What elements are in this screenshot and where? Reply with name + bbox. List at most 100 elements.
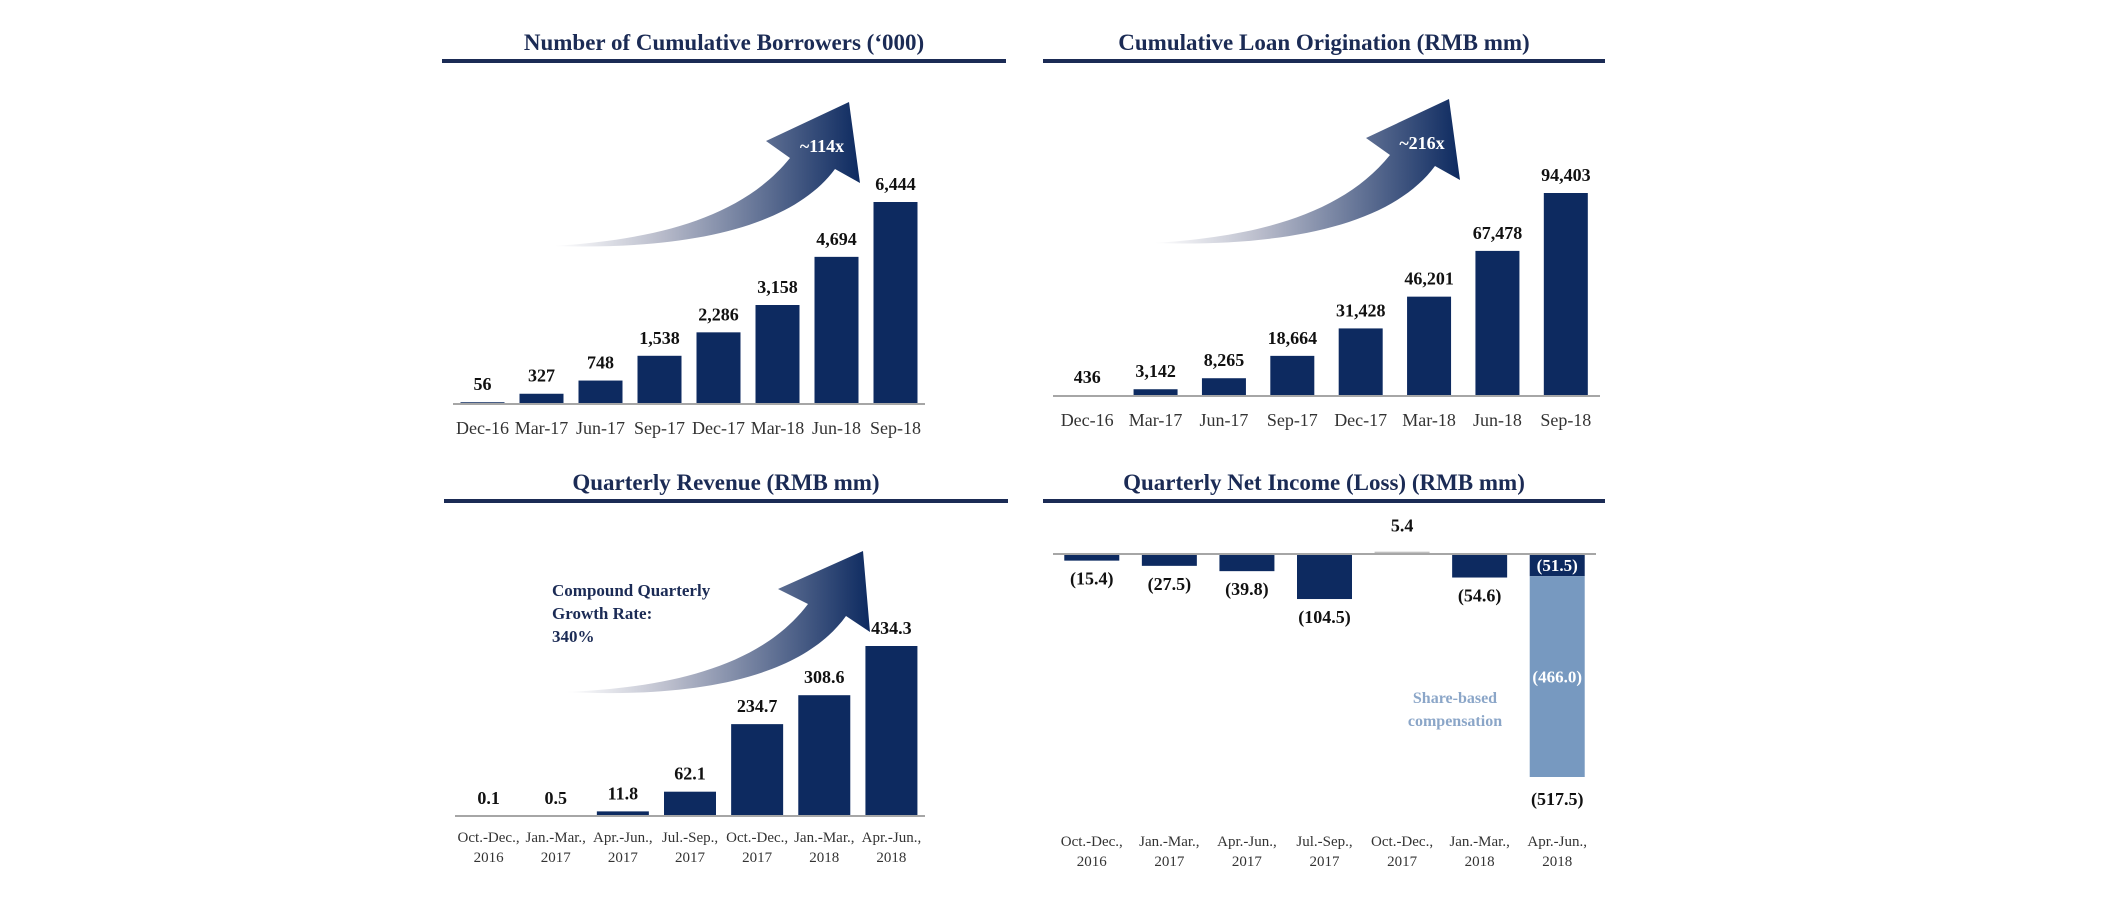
bar-quarterly-revenue-5 xyxy=(798,695,851,816)
x-tick-label: 2017 xyxy=(608,850,639,866)
value-label: 18,664 xyxy=(1268,328,1318,348)
bar-cumulative-loan-origination-3 xyxy=(1270,355,1315,396)
sbc-value-label: (466.0) xyxy=(1532,668,1582,687)
x-tick-label: 2018 xyxy=(1465,854,1495,870)
x-tick-labels: Oct.-Dec., 2016 Jan.-Mar., 2017 Apr.-Jun., 20… xyxy=(1061,834,1587,870)
x-tick-label: Mar-18 xyxy=(1402,410,1456,430)
bar-quarterly-net-income-0 xyxy=(1064,554,1120,561)
bars xyxy=(1064,551,1585,777)
bars xyxy=(460,202,918,404)
bar-cumulative-borrowers-4 xyxy=(696,332,741,404)
value-label: (15.4) xyxy=(1070,569,1114,590)
x-tick-label: Apr.-Jun., xyxy=(593,830,653,846)
x-tick-labels: Dec-16 Mar-17 Jun-17 Sep-17 Dec-17 Mar-18 Jun-… xyxy=(1061,410,1592,430)
bar-quarterly-net-income-3 xyxy=(1297,554,1352,600)
chart-title: Cumulative Loan Origination (RMB mm) xyxy=(1118,30,1529,55)
x-tick-label: Sep-17 xyxy=(634,418,685,438)
value-labels: 56 327 748 1,538 2,286 3,158 4,694 6,444 xyxy=(474,174,916,394)
value-label: 3,142 xyxy=(1135,361,1176,381)
value-label: 434.3 xyxy=(871,618,912,638)
x-tick-label: Dec-16 xyxy=(456,418,509,438)
bar-cumulative-loan-origination-1 xyxy=(1133,389,1178,396)
x-tick-label: Jul.-Sep., xyxy=(1296,834,1352,850)
value-label: 234.7 xyxy=(737,696,778,716)
value-label: 6,444 xyxy=(875,174,916,194)
sbc-note-line: Share-based xyxy=(1413,690,1497,707)
value-label: (54.6) xyxy=(1458,586,1502,607)
value-label: 3,158 xyxy=(757,277,798,297)
value-label: (104.5) xyxy=(1298,607,1351,628)
value-label: 11.8 xyxy=(608,783,639,803)
bar-quarterly-net-income-4 xyxy=(1374,551,1430,554)
value-label: 4,694 xyxy=(816,229,857,249)
x-tick-labels: Oct.-Dec., 2016 Jan.-Mar., 2017 Apr.-Jun., 20… xyxy=(458,830,922,866)
x-tick-label: Jan.-Mar., xyxy=(794,830,854,846)
x-tick-label: Jan.-Mar., xyxy=(1449,834,1509,850)
value-label: 46,201 xyxy=(1404,269,1454,289)
value-label: 0.5 xyxy=(544,788,567,808)
x-tick-label: Apr.-Jun., xyxy=(1527,834,1587,850)
x-tick-label: Sep-18 xyxy=(870,418,921,438)
value-label: 62.1 xyxy=(674,764,706,784)
x-tick-label: Jun-18 xyxy=(1473,410,1522,430)
x-tick-label: 2017 xyxy=(1154,854,1185,870)
cumulative-loan-origination-chart: Cumulative Loan Origination (RMB mm) ~21… xyxy=(1043,30,1605,430)
x-tick-label: 2016 xyxy=(1077,854,1108,870)
quarterly-net-income-chart: Quarterly Net Income (Loss) (RMB mm) (15… xyxy=(1043,470,1605,870)
bar-share-based-compensation xyxy=(1529,576,1585,777)
x-tick-label: Dec-16 xyxy=(1061,410,1114,430)
bar-cumulative-borrowers-7 xyxy=(873,202,918,404)
x-tick-label: Dec-17 xyxy=(1334,410,1387,430)
x-tick-label: Oct.-Dec., xyxy=(458,830,520,846)
value-label: (27.5) xyxy=(1148,574,1192,595)
bar-cumulative-loan-origination-5 xyxy=(1407,296,1452,396)
x-tick-label: 2018 xyxy=(1542,854,1572,870)
bars xyxy=(462,646,918,816)
chart-title: Number of Cumulative Borrowers (‘000) xyxy=(524,30,924,55)
annotation-line: Growth Rate: xyxy=(552,604,652,623)
value-label: 1,538 xyxy=(639,328,680,348)
x-tick-label: Jun-17 xyxy=(1199,410,1248,430)
value-label: 8,265 xyxy=(1204,350,1245,370)
bar-quarterly-revenue-6 xyxy=(865,646,918,816)
growth-arrow-icon xyxy=(565,551,870,694)
x-tick-label: Mar-18 xyxy=(751,418,805,438)
bar-cumulative-loan-origination-2 xyxy=(1201,378,1246,396)
bar-cumulative-borrowers-5 xyxy=(755,305,800,404)
value-label: 5.4 xyxy=(1391,516,1414,536)
x-tick-label: 2017 xyxy=(742,850,773,866)
bar-cumulative-loan-origination-7 xyxy=(1543,193,1588,396)
value-labels: 0.1 0.5 11.8 62.1 234.7 308.6 434.3 xyxy=(477,618,911,808)
bar-cumulative-borrowers-1 xyxy=(519,393,564,404)
value-label: 748 xyxy=(587,353,614,373)
bar-cumulative-borrowers-2 xyxy=(578,380,623,404)
growth-arrow-icon xyxy=(553,102,860,247)
growth-rate-annotation: Compound Quarterly Growth Rate: 340% xyxy=(552,581,711,646)
bar-quarterly-revenue-2 xyxy=(596,811,649,816)
x-tick-label: Dec-17 xyxy=(692,418,745,438)
x-tick-label: Jun-17 xyxy=(576,418,625,438)
x-tick-label: Jul.-Sep., xyxy=(662,830,718,846)
bar-quarterly-net-income-2 xyxy=(1219,554,1275,572)
x-tick-label: 2016 xyxy=(474,850,505,866)
growth-multiple-label: ~216x xyxy=(1399,133,1444,153)
x-tick-label: Apr.-Jun., xyxy=(1217,834,1277,850)
x-tick-label: Mar-17 xyxy=(1129,410,1183,430)
value-label: 94,403 xyxy=(1541,165,1591,185)
x-tick-label: Jan.-Mar., xyxy=(526,830,586,846)
x-tick-label: 2017 xyxy=(1387,854,1418,870)
x-tick-label: Sep-18 xyxy=(1540,410,1591,430)
bar-cumulative-loan-origination-6 xyxy=(1475,250,1520,396)
growth-arrow-icon xyxy=(1153,99,1460,244)
bar-quarterly-net-income-1 xyxy=(1141,554,1197,566)
x-tick-label: 2017 xyxy=(675,850,706,866)
bar-cumulative-borrowers-3 xyxy=(637,355,682,404)
x-tick-label: 2017 xyxy=(1310,854,1341,870)
quarterly-revenue-chart: Quarterly Revenue (RMB mm) Compound Quar… xyxy=(444,470,1008,866)
value-label: 308.6 xyxy=(804,667,845,687)
bar-quarterly-revenue-4 xyxy=(731,724,784,816)
x-tick-label: Jun-18 xyxy=(812,418,861,438)
bar-cumulative-loan-origination-4 xyxy=(1338,328,1383,396)
bars xyxy=(1065,193,1588,396)
